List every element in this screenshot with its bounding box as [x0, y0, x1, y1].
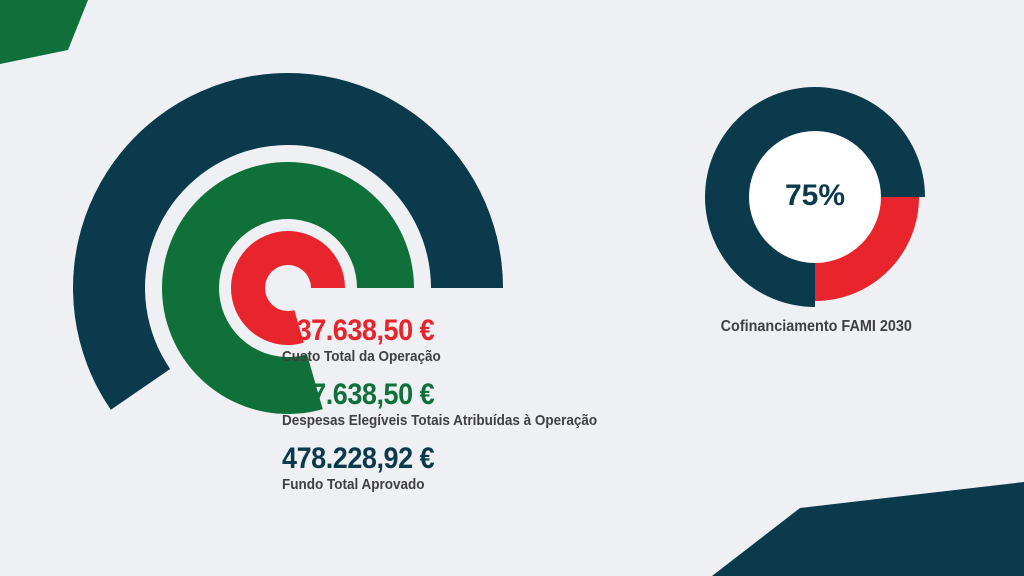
metric-value: 637.638,50 € — [282, 314, 435, 347]
metric-label: Fundo Total Aprovado — [282, 476, 425, 493]
donut-hole — [749, 131, 881, 263]
donut-chart — [705, 87, 925, 307]
donut-caption: Cofinanciamento FAMI 2030 — [720, 318, 912, 335]
metric-label: Custo Total da Operação — [282, 348, 441, 365]
metric-fundo-total: 478.228,92 € Fundo Total Aprovado — [282, 444, 451, 494]
arc-despesas-elegiveis — [161, 162, 414, 415]
corner-shape-bottom-right — [712, 482, 1024, 576]
metric-value: 478.228,92 € — [282, 442, 435, 475]
arc-fundo-total — [72, 72, 503, 410]
metric-label: Despesas Elegíveis Totais Atribuídas à O… — [282, 412, 598, 429]
metric-custo-total: 637.638,50 € Custo Total da Operação — [282, 316, 458, 366]
corner-shape-top-left — [0, 0, 88, 64]
donut-center-label: 75% — [785, 179, 845, 212]
metric-despesas-elegiveis: 637.638,50 € Despesas Elegíveis Totais A… — [282, 380, 632, 430]
metric-value: 637.638,50 € — [282, 378, 435, 411]
arc-custo-total — [231, 230, 345, 345]
radial-bar-chart — [72, 72, 503, 415]
